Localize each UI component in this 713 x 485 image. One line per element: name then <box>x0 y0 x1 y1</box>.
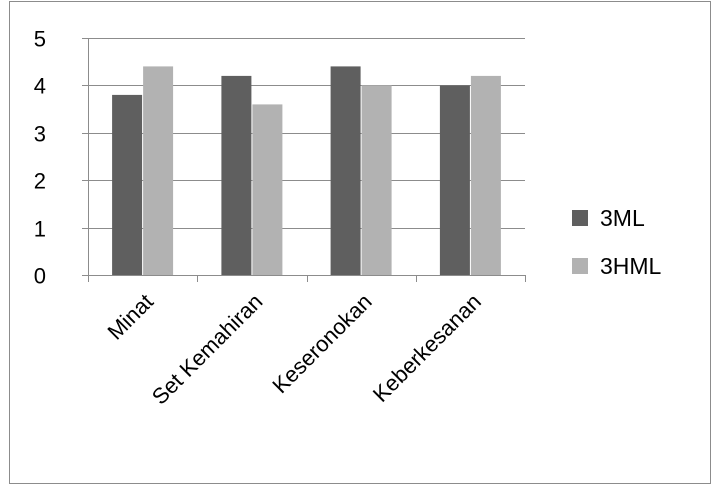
y-tick-label: 3 <box>34 122 46 147</box>
legend-swatch-3hml <box>572 258 588 274</box>
bar-3ml-3 <box>439 85 470 276</box>
bar-3ml-0 <box>112 94 143 276</box>
y-tick-label: 1 <box>34 217 46 242</box>
bar-3ml-1 <box>221 75 252 276</box>
y-tick-label: 2 <box>34 169 46 194</box>
legend: 3ML 3HML <box>572 205 662 279</box>
legend-label-3ml: 3ML <box>600 205 645 231</box>
axes <box>82 38 526 282</box>
bar-3hml-0 <box>143 66 174 276</box>
bar-3hml-3 <box>470 75 501 276</box>
y-tick-label: 4 <box>34 74 46 99</box>
legend-label-3hml: 3HML <box>600 253 662 279</box>
legend-swatch-3ml <box>572 210 588 226</box>
y-tick-label: 5 <box>34 27 46 52</box>
bar-3ml-2 <box>330 66 361 276</box>
bar-3hml-2 <box>361 85 392 276</box>
bar-3hml-1 <box>252 104 283 276</box>
bars <box>112 66 501 276</box>
y-tick-labels: 0 1 2 3 4 5 <box>34 27 46 289</box>
y-tick-label: 0 <box>34 264 46 289</box>
